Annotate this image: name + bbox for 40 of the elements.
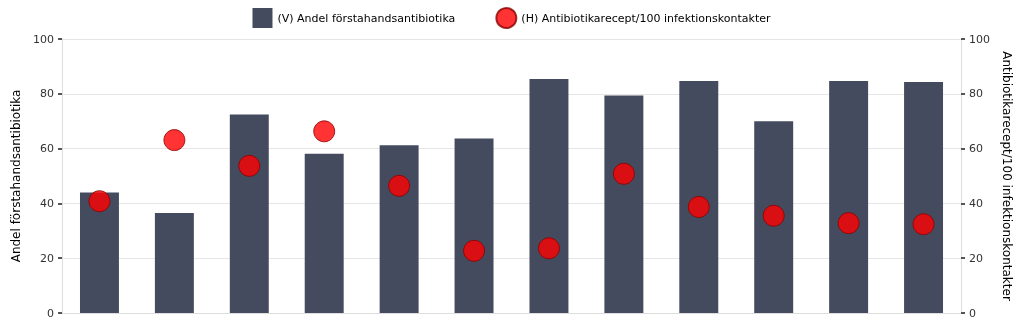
bar	[829, 80, 869, 313]
bar	[529, 79, 569, 313]
y-tick-label: 80	[40, 87, 54, 101]
y2-tick-label: 100	[969, 32, 990, 46]
point	[388, 174, 411, 197]
bar	[679, 80, 719, 313]
point	[463, 239, 486, 262]
bar	[229, 114, 269, 313]
y2-tick-label: 0	[969, 306, 976, 320]
bar	[304, 153, 344, 313]
point	[313, 120, 336, 143]
bar	[454, 138, 494, 313]
y-tick-label: 0	[47, 306, 54, 320]
y-tick-label: 20	[40, 251, 54, 265]
legend-label: (V) Andel förstahandsantibiotika	[277, 11, 456, 25]
y-axis-title: Andel förstahandsantibiotika	[9, 89, 24, 263]
point	[88, 190, 111, 213]
bar	[904, 82, 944, 313]
bar	[604, 95, 644, 313]
legend-label: (H) Antibiotikarecept/100 infektionskontakter	[521, 11, 771, 25]
point	[912, 213, 935, 236]
point	[762, 204, 785, 227]
bar	[79, 192, 119, 313]
y2-tick-label: 60	[969, 142, 983, 156]
bar	[154, 212, 194, 313]
point	[612, 162, 635, 185]
y-tick-label: 100	[33, 32, 54, 46]
y2-tick-label: 80	[969, 87, 983, 101]
point	[238, 154, 261, 177]
y2-tick-label: 40	[969, 196, 983, 210]
point	[537, 237, 560, 260]
point	[163, 129, 186, 152]
y2-tick-label: 20	[969, 251, 983, 265]
point	[837, 212, 860, 235]
bar	[754, 121, 794, 313]
y-tick-label: 60	[40, 142, 54, 156]
y-tick-label: 40	[40, 196, 54, 210]
bar	[379, 145, 419, 313]
y2-axis-title: Antibiotikarecept/100 infektionskontakter	[999, 51, 1014, 301]
point	[687, 195, 710, 218]
